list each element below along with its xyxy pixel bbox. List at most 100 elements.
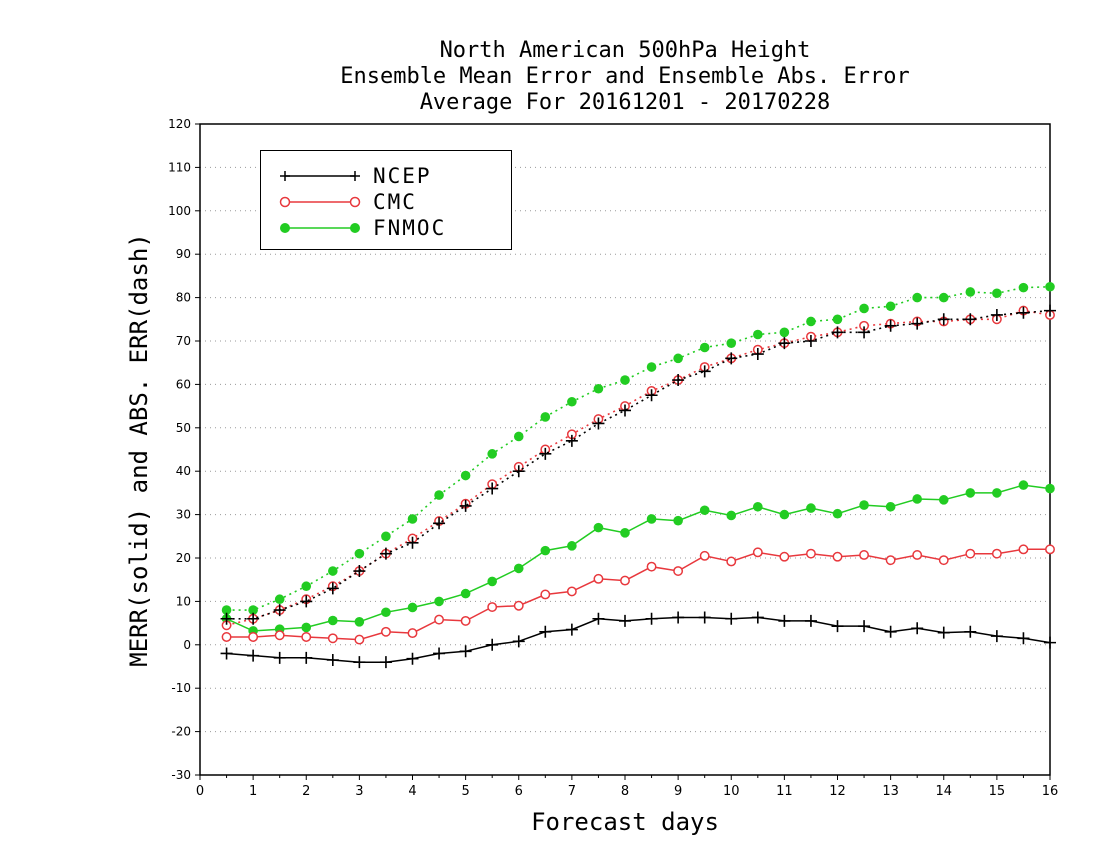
fnmoc-abs-err-point [646, 362, 657, 372]
ncep-abs-err-point [645, 389, 658, 402]
fnmoc-merr-point [513, 563, 524, 574]
cmc-abs-err-line [226, 309, 1051, 627]
ncep-merr-point [406, 652, 419, 665]
ncep-abs-err-point [964, 313, 977, 326]
ncep-merr-point [911, 622, 924, 635]
ncep-merr-point [751, 611, 764, 624]
ncep-merr-point [592, 612, 605, 625]
legend-item-ncep: NCEP [261, 163, 511, 189]
ncep-abs-err-point [778, 337, 791, 350]
ncep-merr-point [353, 656, 366, 669]
ncep-abs-err-point [459, 499, 472, 512]
fnmoc-abs-err-point [965, 287, 976, 297]
ncep-merr-point [512, 635, 525, 648]
y-tick-label: 70 [176, 334, 191, 348]
ncep-abs-err-point [1044, 304, 1056, 317]
x-axis-label: Forecast days [531, 808, 719, 836]
legend-label-cmc: CMC [373, 190, 417, 214]
cmc-merr-point [274, 630, 285, 641]
ncep-merr-point [300, 651, 313, 664]
ncep-abs-err-point [406, 536, 419, 549]
ncep-abs-err-point [353, 565, 366, 578]
ncep-abs-err-point [858, 326, 871, 339]
ncep-abs-err-point [672, 374, 685, 387]
cmc-merr-point [221, 632, 232, 642]
ncep-abs-err-point [539, 447, 552, 460]
cmc-merr-point [991, 548, 1002, 559]
ncep-merr-point [220, 647, 233, 660]
y-tick-label: 120 [168, 117, 191, 131]
x-tick-label: 5 [461, 784, 469, 799]
fnmoc-merr-point [859, 500, 869, 510]
fnmoc-abs-err-point [753, 329, 763, 340]
x-tick-label: 13 [882, 784, 899, 799]
fnmoc-abs-err-point [859, 303, 869, 314]
ncep-abs-err-point [273, 604, 286, 617]
ncep-abs-err-point [911, 317, 924, 330]
ncep-abs-err-point [804, 335, 817, 347]
ncep-merr-point [379, 656, 392, 669]
ncep-merr-point [1017, 632, 1030, 645]
ncep-merr-point [964, 625, 977, 638]
ncep-abs-err-point [300, 595, 313, 608]
x-tick-label: 7 [568, 784, 576, 799]
ncep-abs-err-point [565, 434, 578, 447]
fnmoc-abs-err-point [938, 292, 949, 303]
x-tick-label: 15 [989, 784, 1006, 799]
cmc-merr-point [646, 561, 657, 572]
y-tick-label: -20 [171, 725, 191, 739]
fnmoc-merr-point [407, 602, 418, 613]
legend-label-ncep: NCEP [373, 164, 432, 188]
cmc-merr-point [460, 615, 471, 626]
fnmoc-abs-err-point [779, 327, 790, 338]
fnmoc-merr-point [381, 607, 391, 618]
legend-fnmoc-swatch [280, 223, 360, 233]
fnmoc-abs-err-point [1018, 282, 1029, 293]
cmc-merr-point [380, 626, 391, 637]
fnmoc-merr-point [301, 622, 312, 633]
fnmoc-abs-err-point [513, 431, 524, 442]
ncep-merr-point [804, 614, 817, 627]
cmc-merr-point [938, 555, 949, 566]
fnmoc-abs-err-point [381, 531, 391, 542]
cmc-merr-point [301, 632, 312, 642]
cmc-merr-point [327, 633, 338, 644]
fnmoc-abs-err-point [992, 288, 1002, 299]
fnmoc-abs-err-point [221, 605, 232, 615]
y-tick-label: 110 [168, 160, 191, 174]
x-tick-label: 6 [515, 784, 523, 799]
y-tick-label: 60 [176, 377, 191, 391]
ncep-merr-point [326, 653, 339, 666]
ncep-merr-point [778, 614, 791, 627]
fnmoc-merr-point [699, 505, 710, 516]
fnmoc-merr-point [354, 616, 365, 627]
cmc-merr-point [407, 628, 418, 639]
fnmoc-merr-point [753, 501, 763, 512]
cmc-merr-line [226, 548, 1050, 641]
fnmoc-merr-point [726, 510, 737, 521]
fnmoc-abs-err-point [434, 490, 444, 500]
cmc-merr-point [566, 586, 577, 597]
chart-title-line-3: Average For 20161201 - 20170228 [419, 90, 831, 115]
fnmoc-abs-err-point [806, 316, 816, 327]
cmc-merr-point [779, 551, 790, 562]
x-tick-label: 4 [408, 784, 416, 799]
fnmoc-merr-point [540, 545, 551, 556]
ncep-abs-err-point [379, 547, 392, 560]
fnmoc-merr-point [938, 495, 949, 505]
x-tick-label: 3 [355, 784, 363, 799]
fnmoc-merr-point [779, 509, 790, 520]
fnmoc-merr-point [673, 515, 683, 526]
legend: NCEP CMC FNMOC [260, 150, 512, 250]
y-tick-label: 10 [176, 594, 191, 608]
fnmoc-abs-err-point [593, 383, 604, 394]
ncep-merr-point [831, 620, 844, 633]
fnmoc-abs-err-point [540, 412, 551, 422]
y-tick-label: 0 [183, 638, 191, 652]
cmc-merr-point [805, 548, 816, 559]
ncep-abs-err-point [619, 404, 631, 417]
cmc-merr-point [832, 551, 843, 562]
x-tick-label: 14 [935, 784, 952, 799]
